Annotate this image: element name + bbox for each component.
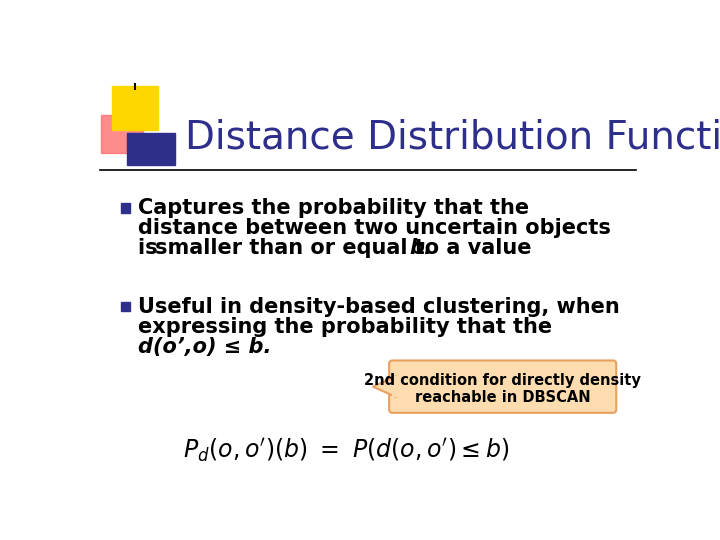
Text: Captures the probability that the: Captures the probability that the <box>138 198 529 218</box>
Text: reachable in DBSCAN: reachable in DBSCAN <box>415 390 590 405</box>
Text: $P_d(o, o^{\prime})(b) \ = \ P(d(o, o^{\prime}) \leq b)$: $P_d(o, o^{\prime})(b) \ = \ P(d(o, o^{\… <box>182 436 509 464</box>
FancyBboxPatch shape <box>389 361 616 413</box>
Text: is: is <box>138 238 165 258</box>
Bar <box>392 376 400 397</box>
Text: expressing the probability that the: expressing the probability that the <box>138 316 552 336</box>
Bar <box>127 132 175 165</box>
Text: distance between two uncertain objects: distance between two uncertain objects <box>138 218 611 238</box>
Text: Useful in density-based clustering, when: Useful in density-based clustering, when <box>138 296 620 316</box>
Text: d(o’,o) ≤ b.: d(o’,o) ≤ b. <box>138 336 271 356</box>
Text: b.: b. <box>409 238 432 258</box>
Text: 2nd condition for directly density: 2nd condition for directly density <box>364 373 641 388</box>
Polygon shape <box>373 377 395 397</box>
Bar <box>121 204 130 213</box>
Bar <box>121 302 130 311</box>
Text: Distance Distribution Function: Distance Distribution Function <box>184 119 720 157</box>
Text: smaller than or equal to a value: smaller than or equal to a value <box>155 238 539 258</box>
Bar <box>112 85 158 130</box>
Bar <box>101 115 143 153</box>
